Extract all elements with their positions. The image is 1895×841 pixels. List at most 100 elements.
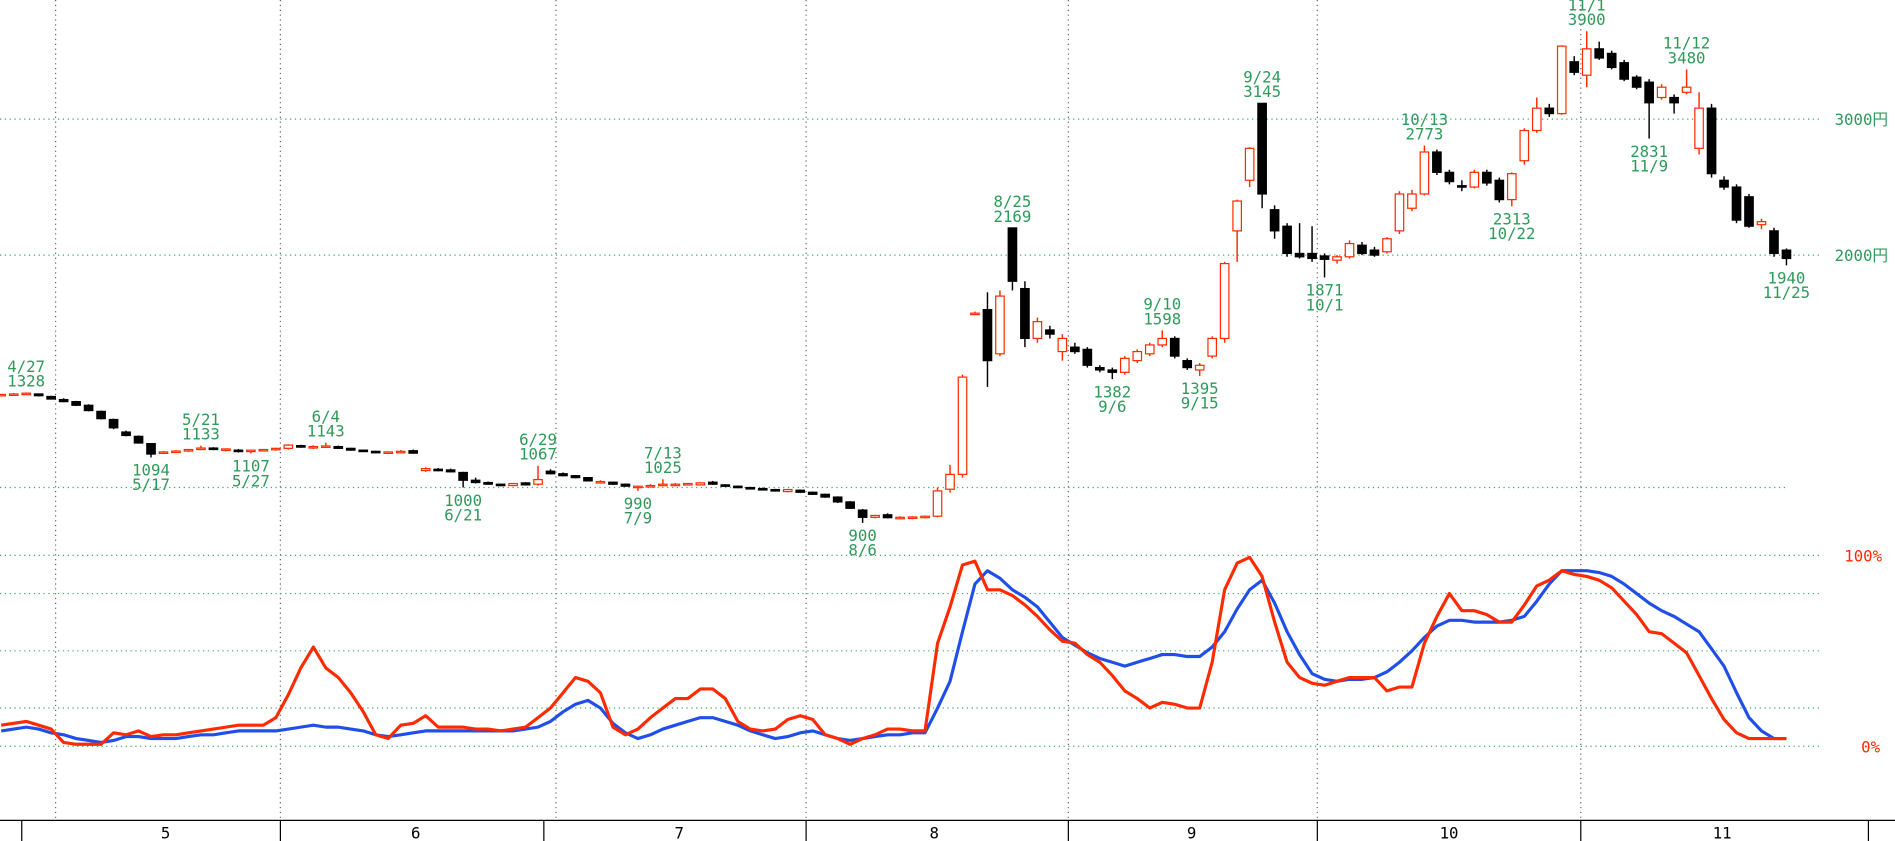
candle-body [1719,179,1729,188]
candle-body [8,393,19,396]
candle-body [1232,200,1242,232]
candle-body [920,515,930,519]
candle-body [320,445,331,449]
candle-body [1269,209,1280,232]
candle-body [1669,96,1679,104]
y-tick-label: 0% [1861,737,1880,756]
candle-body [1744,196,1754,227]
candle-body [345,447,356,451]
annotation-date: 4/27 [7,357,45,376]
candle-body [1781,249,1792,260]
candle-body [1594,48,1605,59]
candle-body [308,445,319,449]
candle-body [1394,193,1405,232]
candle-body [895,516,905,520]
candle-body [608,481,618,485]
candle-body [208,447,219,451]
candle-body [258,448,269,452]
candle-body [795,489,806,493]
candle-body [433,468,443,472]
candle-body [383,451,394,455]
candle-body [1094,366,1105,371]
annotation-value: 1382 [1093,382,1131,401]
candle-body [1307,252,1317,260]
candle-body [1319,255,1330,260]
annotation-date: 9/15 [1181,394,1219,413]
annotation-value: 1025 [644,458,682,477]
candle-body [1344,242,1355,258]
candle-body [520,482,531,486]
candle-body [1007,227,1018,282]
candle-body [1469,171,1480,188]
candle-body [670,483,681,487]
candle-body [633,485,643,489]
candle-body [1132,350,1143,362]
candle-body [1681,86,1692,93]
candle-body [770,488,781,492]
candle-body [645,484,656,488]
candle-body [1556,45,1567,115]
candle-body [146,442,156,455]
annotation-date: 7/13 [644,444,682,463]
x-tick-label: 8 [929,824,938,841]
candle-body [745,486,756,490]
candle-body [1706,107,1717,175]
candle-body [782,488,793,493]
candle-body [1482,171,1492,184]
candle-body [158,451,169,455]
candle-body [508,482,518,487]
annotation-value: 2169 [994,207,1032,226]
annotation-date: 6/29 [519,430,557,449]
annotation-value: 1000 [444,491,482,510]
candle-body [882,514,893,519]
annotation-date: 11/1 [1568,0,1606,15]
candle-body [1519,129,1530,162]
candle-body [1407,193,1417,209]
candle-body [1432,151,1442,173]
annotation-value: 1094 [132,461,170,480]
candle-body [1144,344,1155,355]
candle-body [1569,61,1580,73]
candle-body [1581,48,1592,76]
candle-body [420,468,431,472]
candle-body [870,514,880,518]
candle-body [845,501,855,509]
annotation-date: 11/25 [1763,283,1810,302]
annotation-value: 2773 [1406,124,1444,143]
annotation-date: 6/21 [444,505,482,524]
annotation-date: 8/25 [994,192,1032,211]
annotation-date: 5/17 [132,475,170,494]
annotation-date: 8/6 [848,541,876,560]
candle-body [1070,346,1080,353]
candle-body [1506,173,1517,201]
candle-body [1020,287,1030,340]
candle-body [196,447,206,451]
candle-body [121,431,131,437]
annotation-date: 5/27 [232,471,270,490]
candle-body [1619,62,1629,80]
annotation-date: 10/1 [1306,295,1344,314]
candle-body [945,473,955,490]
annotation-value: 1871 [1306,281,1344,300]
candle-body [1332,256,1342,261]
annotation-date: 9/24 [1243,68,1281,87]
candle-body [1731,186,1742,221]
candle-body [1282,225,1292,255]
candle-body [832,496,843,503]
candle-body [957,376,968,475]
candle-body [495,483,506,487]
candle-body [1045,329,1055,335]
candle-body [133,435,144,444]
oscillator-line [0,555,1787,746]
candle-body [807,491,818,495]
annotation-value: 2831 [1630,142,1668,161]
candle-body [1157,337,1168,346]
x-tick-label: 5 [161,824,170,841]
candle-body [857,509,868,518]
annotation-value: 900 [848,526,876,545]
candle-body [1694,107,1704,149]
candle-body [295,445,306,448]
candle-body [1631,76,1642,88]
annotation-value: 3900 [1568,10,1606,29]
x-tick-label: 9 [1187,824,1196,841]
